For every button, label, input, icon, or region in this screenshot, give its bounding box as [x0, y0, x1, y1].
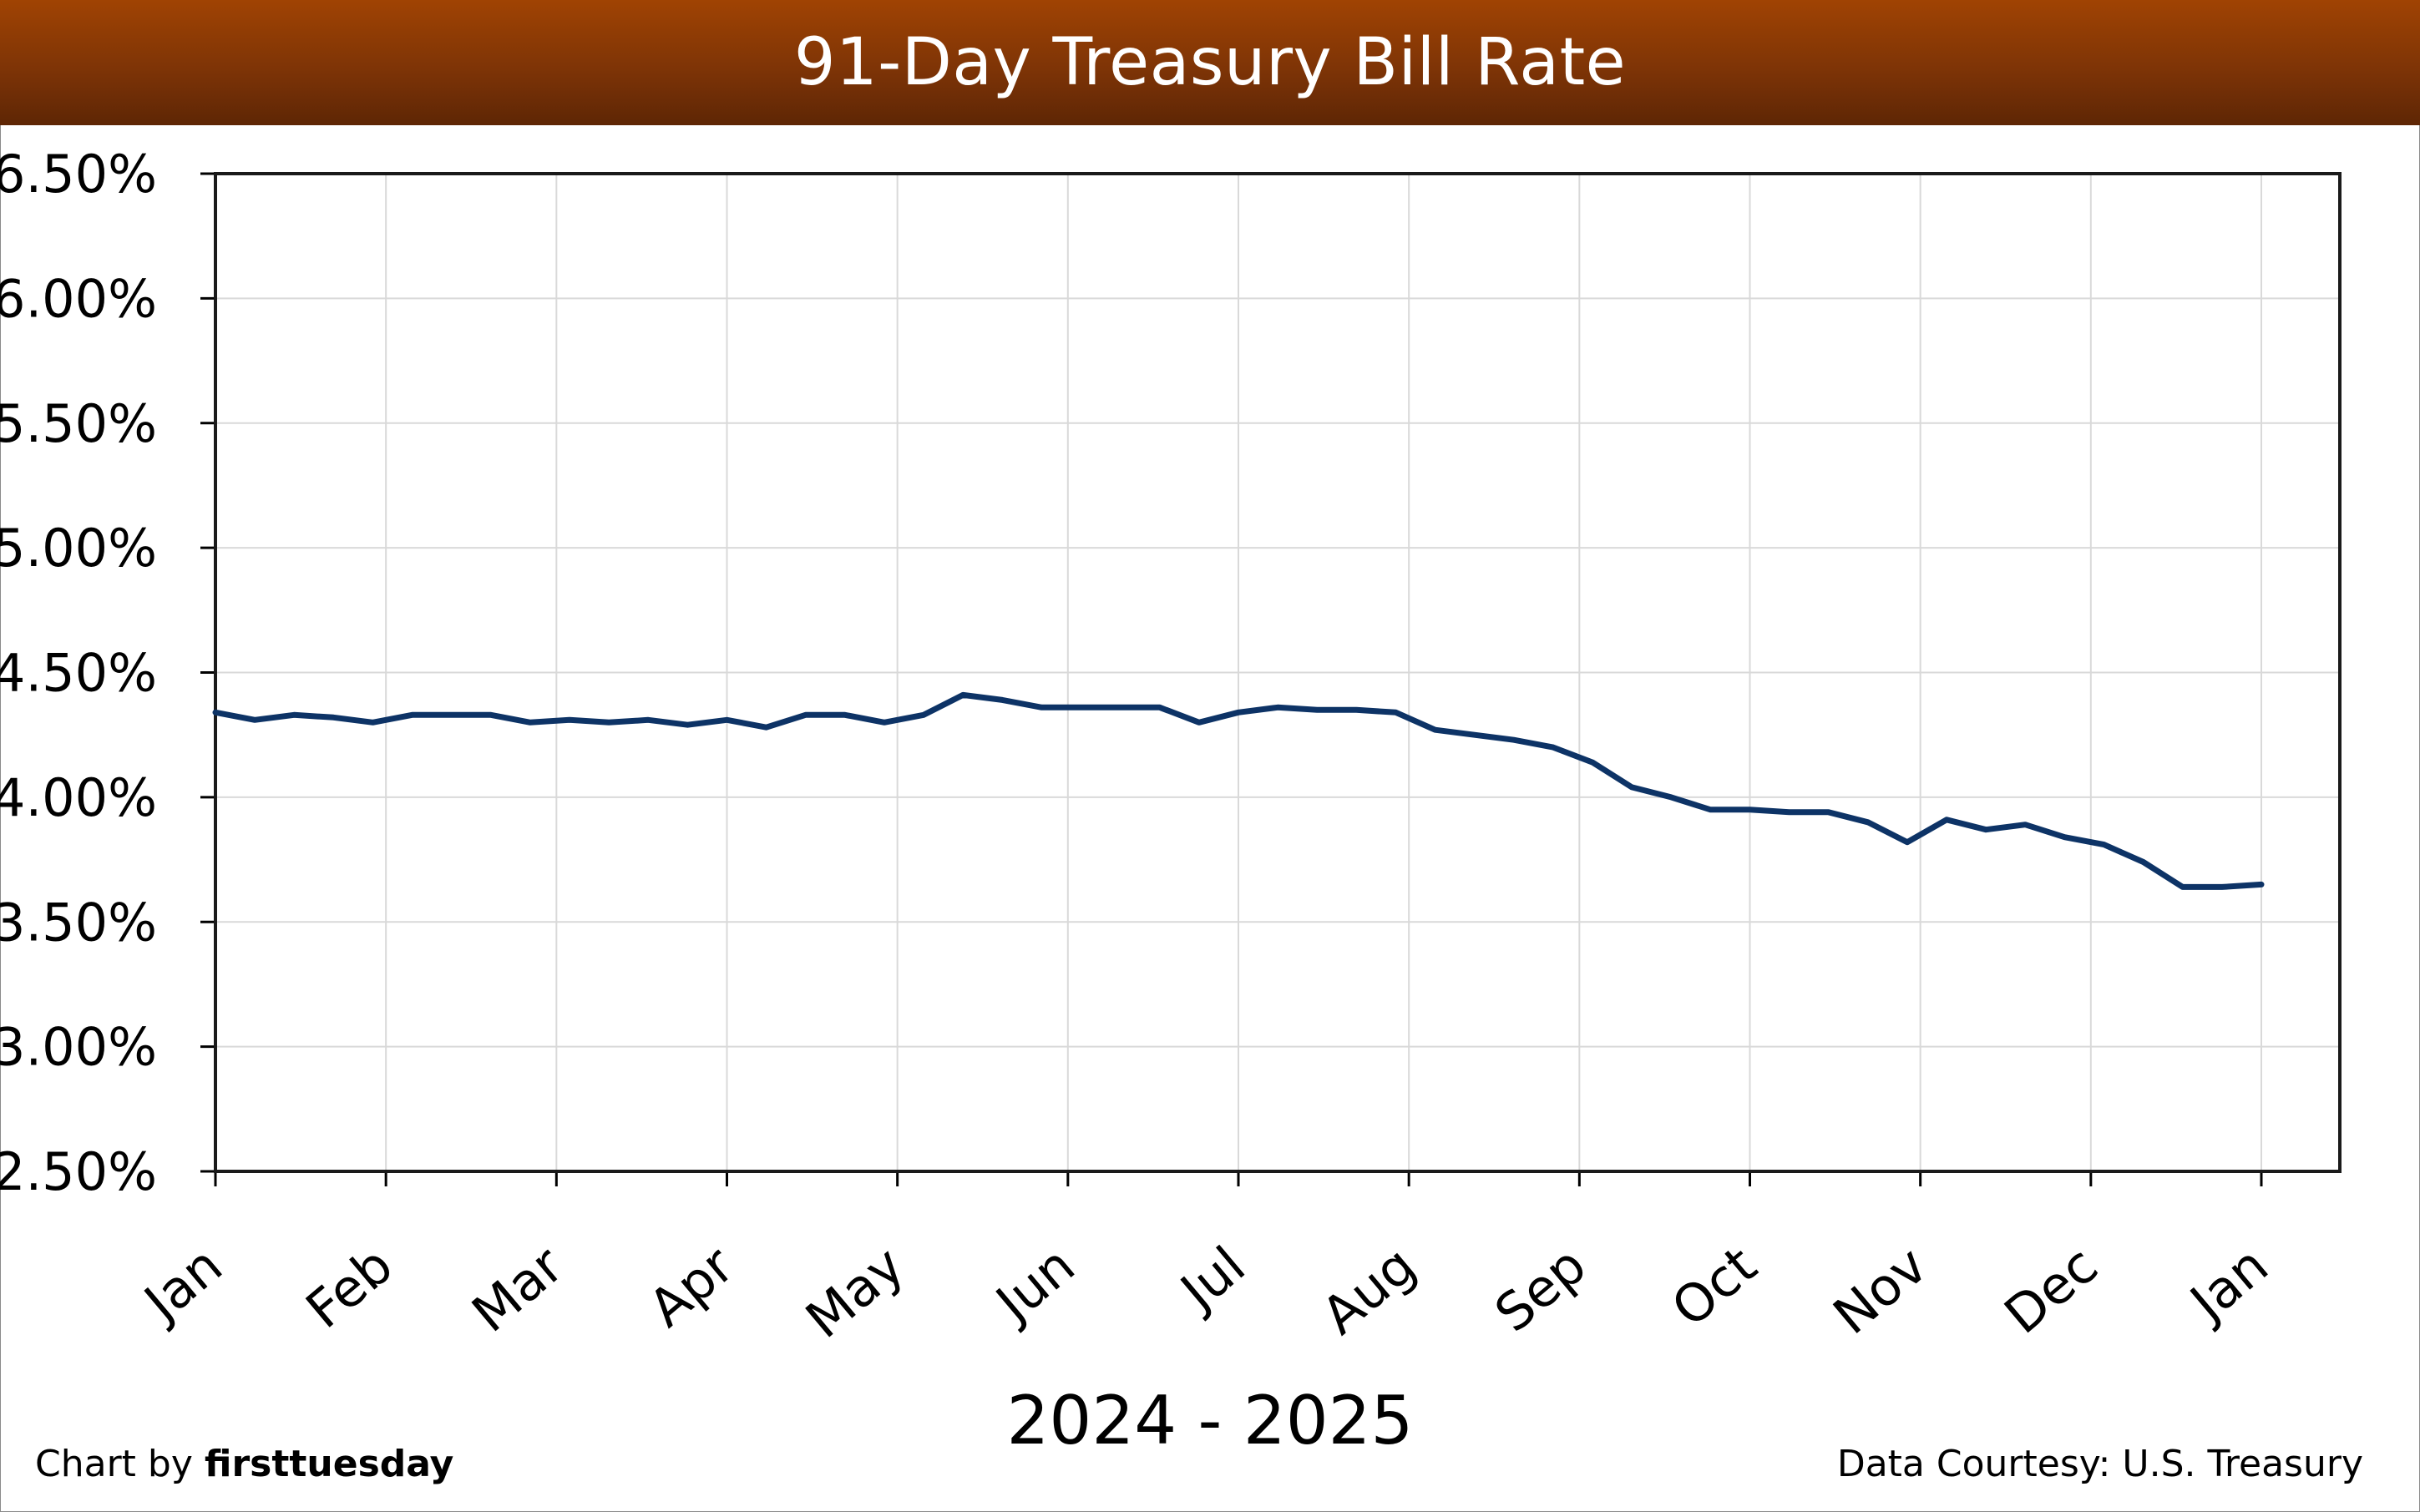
x-tick-label: Apr — [637, 1234, 745, 1338]
x-tick-label: Sep — [1484, 1235, 1597, 1344]
x-tick-label: Aug — [1310, 1235, 1427, 1347]
y-tick-label: 6.50% — [0, 144, 157, 205]
y-tick-label: 2.50% — [0, 1141, 157, 1202]
y-tick-label: 5.50% — [0, 393, 157, 454]
credit-brand: firsttuesday — [204, 1443, 454, 1485]
x-tick-label: Mar — [460, 1234, 575, 1343]
y-tick-label: 6.00% — [0, 268, 157, 329]
chart-header: 91-Day Treasury Bill Rate — [0, 0, 2420, 125]
chart-credit: Chart by firsttuesday — [35, 1443, 453, 1485]
x-tick-label: Jan — [130, 1235, 233, 1335]
data-source: Data Courtesy: U.S. Treasury — [1836, 1443, 2363, 1485]
x-tick-label: Oct — [1660, 1235, 1768, 1339]
y-tick-label: 5.00% — [0, 518, 157, 579]
x-tick-label: Feb — [295, 1235, 404, 1340]
y-tick-label: 4.50% — [0, 643, 157, 704]
x-axis-title: 2024 - 2025 — [1006, 1382, 1414, 1459]
x-tick-label: Dec — [1993, 1235, 2109, 1346]
y-tick-label: 4.00% — [0, 767, 157, 828]
x-tick-label: Jun — [982, 1235, 1086, 1336]
credit-prefix: Chart by — [35, 1443, 205, 1485]
x-tick-label: May — [794, 1235, 915, 1350]
x-tick-label: Jan — [2176, 1235, 2279, 1335]
x-tick-label: Jul — [1167, 1235, 1256, 1324]
chart-title: 91-Day Treasury Bill Rate — [793, 25, 1627, 100]
y-tick-label: 3.50% — [0, 892, 157, 953]
series-line — [212, 691, 2265, 890]
x-tick-label: Nov — [1822, 1235, 1939, 1347]
plot-area-border — [214, 172, 2342, 1173]
y-tick-label: 3.00% — [0, 1017, 157, 1078]
